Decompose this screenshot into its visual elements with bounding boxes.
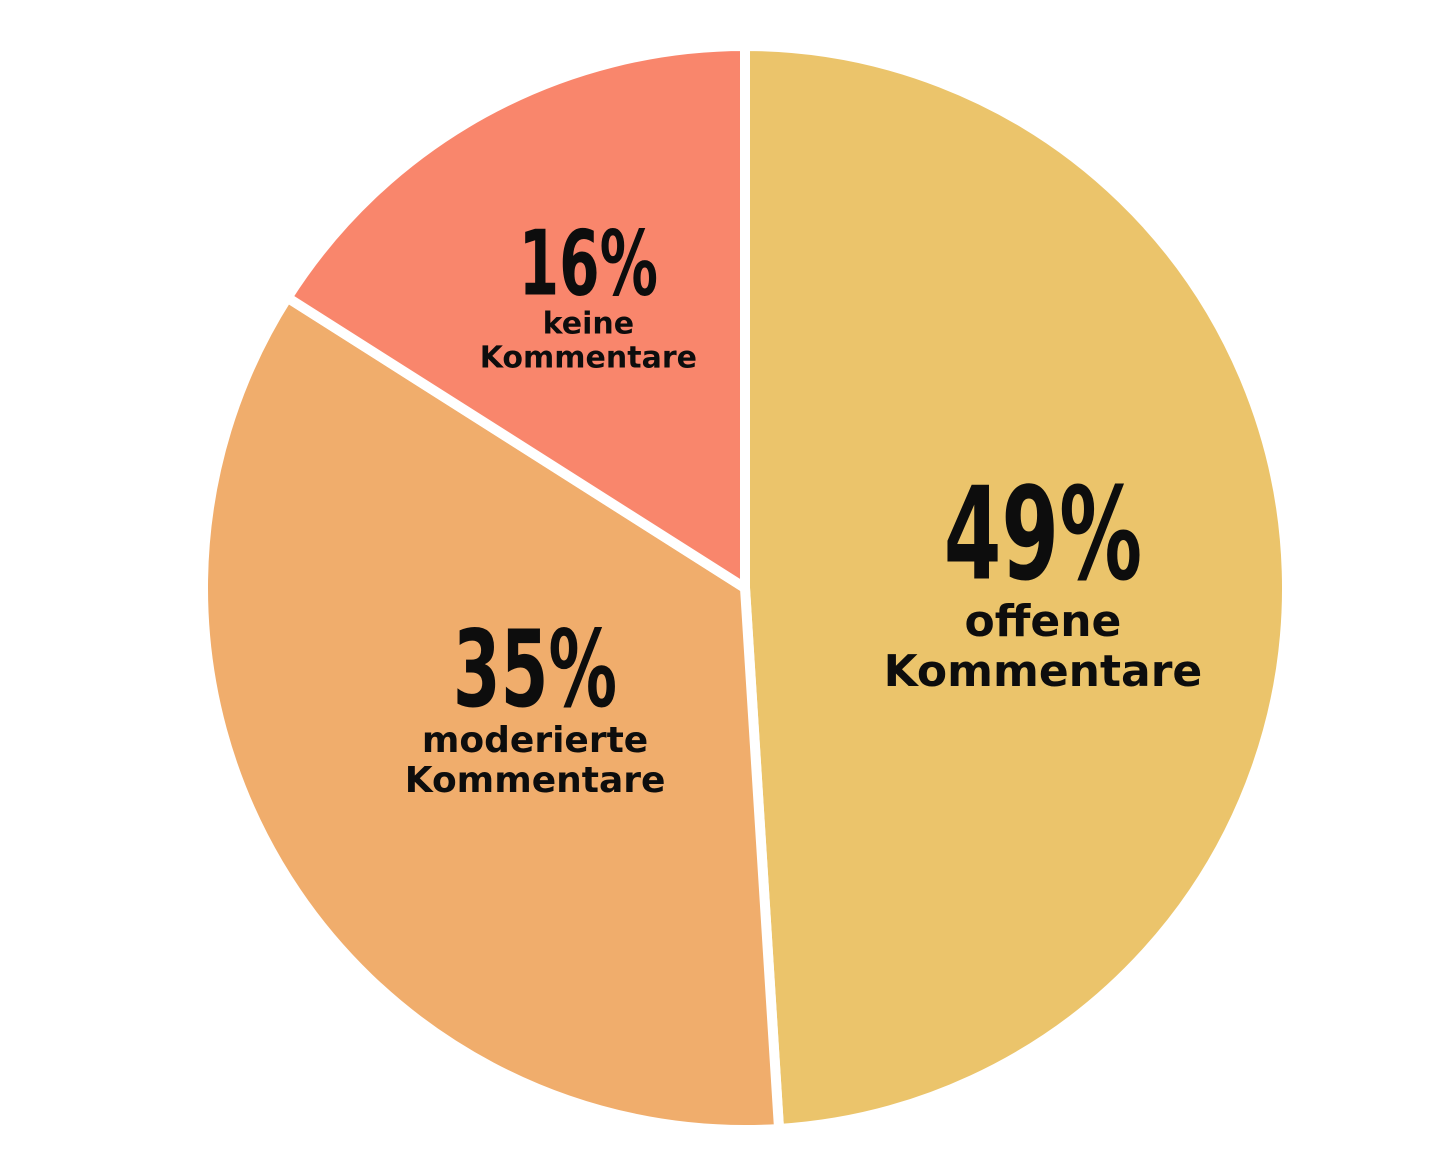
pie-slice-3	[280, 40, 750, 598]
slice-value-label-1: 49%	[944, 461, 1142, 610]
pie-slices	[198, 40, 1292, 1135]
slice-caption-1-line-2: Kommentare	[884, 646, 1203, 697]
slice-caption-2-line-2: Kommentare	[405, 760, 666, 801]
slice-caption-1-line-1: offene	[965, 596, 1122, 647]
pie-slice-2	[198, 290, 785, 1135]
slice-caption-2-line-1: moderierte	[422, 720, 648, 761]
slice-caption-3-line-1: keine	[543, 307, 634, 342]
pie-slice-1	[740, 40, 1292, 1135]
slice-caption-3-line-2: Kommentare	[480, 341, 697, 376]
slice-value-label-3: 16%	[519, 211, 659, 316]
pie-labels: 49%offeneKommentare35%moderierteKommenta…	[405, 211, 1203, 801]
slice-value-label-2: 35%	[453, 608, 617, 731]
